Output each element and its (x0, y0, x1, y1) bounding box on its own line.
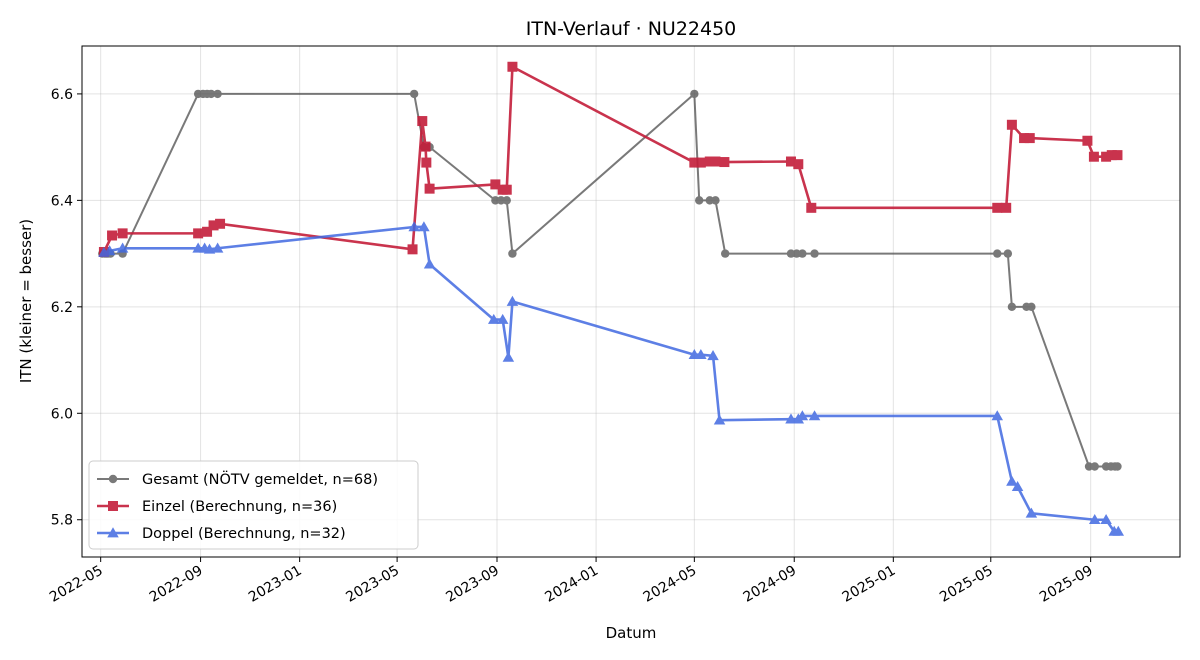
data-point (418, 221, 430, 232)
y-tick-label: 5.8 (51, 513, 73, 529)
data-point (213, 89, 222, 99)
y-axis-label: ITN (kleiner = besser) (17, 219, 35, 383)
data-point (1088, 513, 1101, 525)
data-point (1090, 462, 1099, 471)
data-point (1088, 151, 1099, 162)
y-tick-label: 6.4 (51, 193, 73, 209)
data-point (1025, 507, 1038, 518)
data-point (711, 196, 720, 205)
legend-label: Einzel (Berechnung, n=36) (142, 499, 337, 515)
data-point (417, 116, 428, 127)
data-point (1007, 302, 1017, 312)
data-point (992, 202, 1003, 213)
data-point (211, 242, 224, 253)
plot-frame (81, 45, 1181, 558)
data-point (695, 157, 706, 168)
grid (82, 46, 1180, 557)
data-point (502, 351, 515, 362)
legend-label: Doppel (Berechnung, n=32) (142, 526, 346, 542)
data-point (991, 410, 1004, 421)
x-axis-label: Datum (606, 624, 657, 642)
data-point (785, 413, 797, 424)
data-point (116, 242, 129, 253)
data-point (208, 220, 219, 231)
data-point (108, 501, 118, 511)
data-point (719, 157, 730, 168)
data-point (1082, 135, 1093, 146)
data-point (108, 474, 118, 484)
data-point (806, 202, 817, 213)
data-point (810, 249, 819, 258)
data-point (202, 226, 213, 237)
data-point (490, 179, 501, 190)
data-point (206, 89, 216, 99)
data-point (993, 249, 1002, 258)
y-tick-label: 6.2 (51, 300, 73, 316)
legend-swatch (97, 501, 129, 511)
data-point (707, 350, 719, 361)
data-point (420, 141, 431, 152)
legend: Gesamt (NÖTV gemeldet, n=68) Einzel (Bere… (88, 460, 419, 550)
data-point (785, 156, 796, 167)
series-layer (98, 61, 1125, 536)
data-point (408, 221, 420, 232)
data-point (423, 258, 436, 269)
data-point (501, 184, 512, 195)
legend-swatch (97, 474, 129, 484)
data-point (1001, 202, 1012, 213)
data-point (421, 157, 432, 168)
data-point (506, 295, 519, 306)
data-point (1019, 133, 1030, 144)
data-point (407, 244, 418, 255)
data-point (713, 414, 726, 425)
data-point (203, 243, 216, 254)
data-point (1011, 480, 1024, 492)
data-point (1006, 119, 1017, 130)
data-point (689, 157, 700, 168)
y-tick-label: 6.6 (51, 87, 73, 103)
data-point (1101, 151, 1112, 162)
data-point (721, 249, 730, 258)
data-point (695, 348, 707, 360)
data-point (1100, 513, 1112, 525)
series-square (98, 61, 1123, 257)
legend-label: Gesamt (NÖTV gemeldet, n=68) (142, 470, 378, 488)
data-point (193, 228, 204, 239)
data-point (798, 249, 807, 258)
data-point (496, 313, 509, 324)
data-point (796, 410, 809, 421)
data-point (409, 89, 419, 99)
data-point (508, 249, 517, 258)
data-point (793, 159, 804, 170)
data-point (704, 156, 715, 167)
legend-swatch (97, 527, 129, 538)
data-point (103, 245, 116, 256)
data-point (1003, 249, 1013, 258)
data-point (1106, 150, 1117, 161)
data-point (215, 218, 226, 229)
y-tick-label: 6.0 (51, 406, 73, 422)
data-point (1112, 150, 1123, 161)
legend-box (88, 460, 419, 550)
data-point (488, 313, 500, 324)
data-point (107, 230, 118, 241)
data-point (1024, 133, 1035, 144)
chart-title: ITN-Verlauf · NU22450 (526, 18, 737, 40)
data-point (507, 61, 518, 72)
data-point (808, 410, 821, 421)
data-point (1006, 475, 1018, 486)
data-point (1113, 462, 1122, 471)
data-point (1112, 525, 1125, 536)
data-point (695, 196, 704, 205)
data-point (690, 89, 699, 99)
series-triangle (98, 221, 1125, 536)
data-point (117, 228, 128, 239)
data-point (107, 527, 119, 538)
data-point (710, 156, 721, 167)
data-point (1027, 302, 1036, 312)
data-point (424, 183, 435, 194)
data-point (502, 196, 511, 205)
